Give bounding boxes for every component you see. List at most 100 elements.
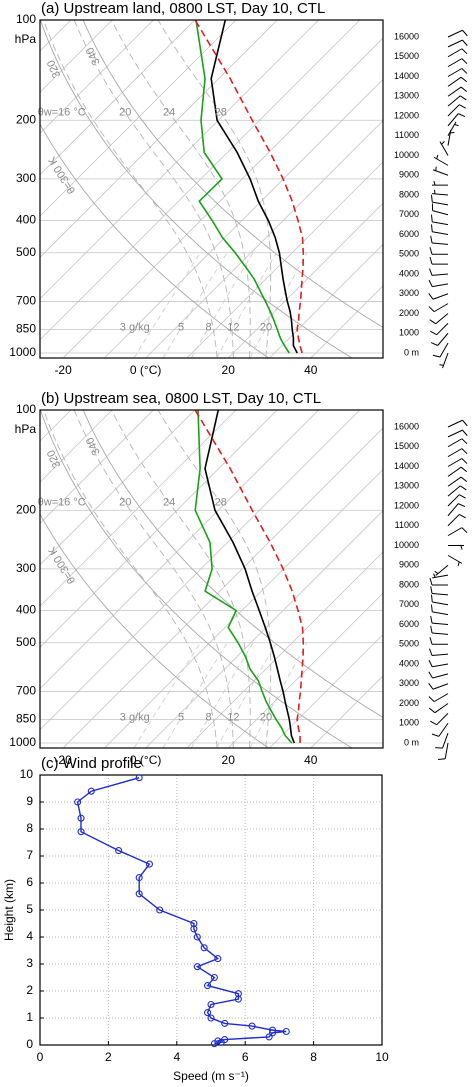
y-tick-label: 5 xyxy=(26,902,33,916)
barb-staff xyxy=(432,592,449,596)
barb-flag xyxy=(428,279,433,287)
profile-marker xyxy=(207,1014,215,1022)
profile-marker xyxy=(269,1029,277,1037)
barb-staff xyxy=(447,68,463,77)
barb-flag xyxy=(462,39,468,46)
barb-flag xyxy=(428,293,434,300)
dry-adiabat xyxy=(40,513,269,748)
isotherm xyxy=(186,161,383,358)
x-tick-label: 40 xyxy=(304,363,318,377)
moist-adiabat xyxy=(157,20,272,358)
barb-flag xyxy=(430,214,433,222)
isotherm xyxy=(227,202,383,358)
wind-barb xyxy=(447,104,466,117)
wind-barb xyxy=(447,466,468,477)
barb-staff xyxy=(447,429,463,438)
y-tick-label: 0 xyxy=(26,1037,33,1051)
x-tick-label: 8 xyxy=(310,1050,317,1064)
moist-adiabat xyxy=(157,410,272,748)
mixing-ratio-label: 20 xyxy=(260,322,272,334)
mixing-ratio-line xyxy=(216,252,277,358)
height-label: 14000 xyxy=(394,71,419,81)
barb-staff xyxy=(439,342,449,358)
isotherm xyxy=(145,120,383,358)
mixing-ratio-line xyxy=(190,642,254,748)
barb-flag xyxy=(430,586,433,594)
isotherm xyxy=(145,510,383,748)
wind-barb xyxy=(430,214,449,226)
y-tick-label: 700 xyxy=(16,684,36,698)
x-tick-label: 0 (°C) xyxy=(130,753,161,767)
barb-staff xyxy=(439,141,449,156)
profile-marker xyxy=(156,906,164,914)
moist-adiabat xyxy=(73,410,234,748)
profile-marker xyxy=(210,973,218,982)
barb-flag xyxy=(461,48,468,55)
profile-marker xyxy=(145,860,153,868)
x-tick-label: 6 xyxy=(242,1050,249,1064)
barb-flag xyxy=(428,671,433,679)
wind-barb xyxy=(447,121,459,136)
mixing-ratio-line xyxy=(133,252,201,358)
isotherm xyxy=(310,675,383,748)
profile-marker xyxy=(210,1040,218,1048)
height-label: 4000 xyxy=(399,268,419,278)
y-tick-label: 9 xyxy=(26,794,33,808)
wind-barb xyxy=(447,494,466,507)
isotherm xyxy=(40,410,361,731)
mixing-ratio-line xyxy=(249,252,308,358)
height-label: 4000 xyxy=(399,658,419,668)
height-label: 6000 xyxy=(399,619,419,629)
height-label: 2000 xyxy=(399,698,419,708)
height-label: 10000 xyxy=(394,150,419,160)
wind-barb xyxy=(434,564,449,576)
moist-adiabat-label: 28 xyxy=(215,107,227,119)
profile-marker xyxy=(207,1000,215,1009)
barb-staff xyxy=(447,86,462,97)
wind-barb xyxy=(437,742,449,761)
profile-marker xyxy=(265,1033,273,1041)
panel-title: (c) Wind profile xyxy=(41,755,142,772)
wind-barb xyxy=(448,545,464,550)
barb-flag xyxy=(430,224,433,232)
x-tick-label: 4 xyxy=(173,1050,180,1064)
isotherm xyxy=(40,410,237,607)
profile-marker xyxy=(190,919,198,928)
height-label: 0 m xyxy=(404,347,419,357)
barb-flag xyxy=(428,660,433,667)
barb-flag xyxy=(458,113,466,118)
barb-flag xyxy=(430,615,433,624)
profile-marker xyxy=(204,1009,212,1017)
mixing-ratio-label: 5 xyxy=(178,322,184,334)
barb-flag xyxy=(428,683,434,690)
mixing-ratio-label: 20 xyxy=(260,712,272,724)
profile-marker xyxy=(190,925,198,933)
y-tick-label: 850 xyxy=(16,322,36,336)
y-unit: hPa xyxy=(15,32,37,46)
barb-flag xyxy=(430,594,433,603)
barb-flag xyxy=(430,720,437,726)
wind-barb xyxy=(430,594,449,606)
profile-marker xyxy=(269,1026,277,1034)
isotherm xyxy=(104,78,383,358)
barb-staff xyxy=(433,693,449,703)
isotherm xyxy=(40,20,113,93)
moist-adiabat xyxy=(73,20,234,358)
barb-staff xyxy=(447,503,459,517)
sounding-line xyxy=(194,410,293,744)
barb-flag xyxy=(428,696,435,702)
barb-staff xyxy=(436,323,449,336)
barb-staff xyxy=(433,156,449,166)
wind-barb xyxy=(430,194,449,206)
height-label: 7000 xyxy=(399,599,419,609)
plot-frame xyxy=(39,409,384,749)
x-tick-label: -20 xyxy=(54,753,72,767)
barb-half xyxy=(460,545,463,550)
y-tick-label: 7 xyxy=(26,848,33,862)
barb-staff xyxy=(442,732,449,749)
barb-staff xyxy=(432,663,449,668)
moist-adiabat-label: θw=16 °C xyxy=(38,107,86,119)
barb-staff xyxy=(447,448,463,458)
wind-barb xyxy=(447,113,466,127)
barb-flag xyxy=(430,625,433,634)
